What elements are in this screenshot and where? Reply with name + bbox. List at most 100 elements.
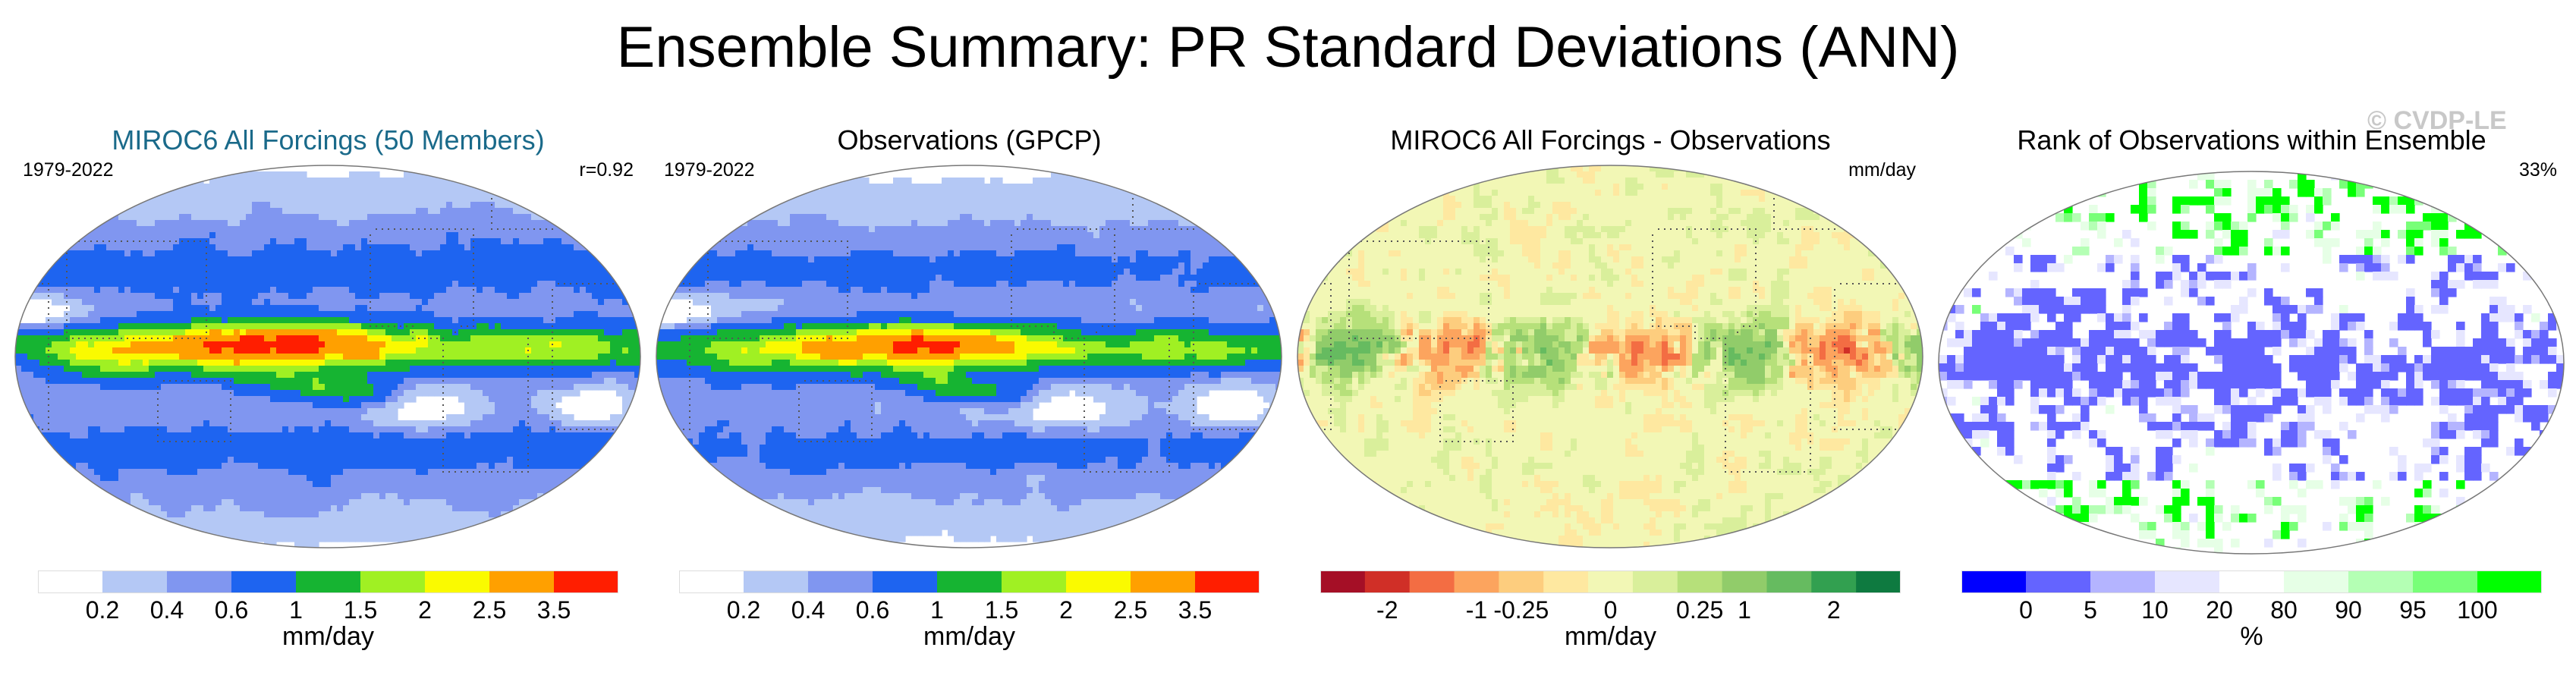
map-cell bbox=[464, 262, 471, 269]
map-cell bbox=[410, 305, 417, 312]
map-cell bbox=[234, 178, 241, 184]
map-cell bbox=[355, 426, 362, 433]
map-cell bbox=[543, 184, 550, 190]
map-cell bbox=[398, 244, 404, 251]
map-cell bbox=[574, 323, 580, 330]
map-cell bbox=[543, 281, 550, 288]
map-cell bbox=[507, 287, 514, 294]
map-cell bbox=[215, 384, 222, 391]
map-cell bbox=[434, 457, 441, 464]
map-cell bbox=[39, 287, 46, 294]
map-cell bbox=[106, 420, 113, 427]
map-cell bbox=[246, 469, 253, 476]
map-cell bbox=[240, 317, 247, 324]
map-cell bbox=[355, 208, 362, 215]
map-cell bbox=[628, 372, 635, 379]
map-cell bbox=[568, 287, 574, 294]
map-cell bbox=[313, 366, 319, 372]
map-cell bbox=[222, 390, 228, 397]
map-cell bbox=[477, 299, 483, 306]
map-cell bbox=[209, 372, 216, 379]
map-cell bbox=[39, 347, 46, 354]
map-cell bbox=[592, 420, 599, 427]
map-cell bbox=[294, 311, 301, 318]
map-cell bbox=[574, 196, 580, 203]
map-cell bbox=[416, 426, 423, 433]
map-cell bbox=[82, 402, 89, 409]
map-cell bbox=[76, 445, 83, 451]
map-cell bbox=[331, 414, 338, 421]
map-cell bbox=[76, 372, 83, 379]
map-cell bbox=[246, 262, 253, 269]
map-cell bbox=[228, 451, 234, 457]
map-cell bbox=[537, 323, 544, 330]
map-cell bbox=[568, 384, 574, 391]
map-cell bbox=[385, 196, 392, 203]
map-field bbox=[15, 171, 640, 548]
map-cell bbox=[367, 384, 374, 391]
map-cell bbox=[343, 384, 350, 391]
map-cell bbox=[574, 184, 580, 190]
map-cell bbox=[343, 463, 350, 470]
map-cell bbox=[422, 178, 429, 184]
map-cell bbox=[222, 202, 228, 209]
map-cell bbox=[222, 329, 228, 336]
map-cell bbox=[398, 402, 404, 409]
map-cell bbox=[343, 341, 350, 348]
map-cell bbox=[501, 457, 508, 464]
map-cell bbox=[379, 208, 386, 215]
map-cell bbox=[549, 281, 556, 288]
map-cell bbox=[385, 451, 392, 457]
map-cell bbox=[489, 384, 495, 391]
map-cell bbox=[222, 299, 228, 306]
map-cell bbox=[422, 220, 429, 227]
map-cell bbox=[215, 360, 222, 366]
map-cell bbox=[507, 420, 514, 427]
map-cell bbox=[234, 208, 241, 215]
map-cell bbox=[52, 293, 58, 300]
map-cell bbox=[88, 451, 95, 457]
map-cell bbox=[118, 451, 125, 457]
map-cell bbox=[294, 432, 301, 439]
map-cell bbox=[82, 275, 89, 281]
map-cell bbox=[361, 287, 368, 294]
map-cell bbox=[173, 347, 180, 354]
map-cell bbox=[367, 457, 374, 464]
map-cell bbox=[531, 426, 538, 433]
map-cell bbox=[143, 293, 149, 300]
map-cell bbox=[234, 420, 241, 427]
map-cell bbox=[222, 360, 228, 366]
map-cell bbox=[452, 269, 459, 275]
map-cell bbox=[270, 384, 277, 391]
map-cell bbox=[385, 341, 392, 348]
map-cell bbox=[234, 402, 241, 409]
map-cell bbox=[215, 305, 222, 312]
map-cell bbox=[343, 347, 350, 354]
map-cell bbox=[555, 208, 562, 215]
map-cell bbox=[179, 269, 186, 275]
map-cell bbox=[392, 244, 398, 251]
map-cell bbox=[404, 190, 410, 196]
map-cell bbox=[561, 341, 568, 348]
map-cell bbox=[555, 196, 562, 203]
map-cell bbox=[64, 384, 71, 391]
map-cell bbox=[483, 432, 489, 439]
map-cell bbox=[331, 178, 338, 184]
map-cell bbox=[513, 244, 520, 251]
map-cell bbox=[616, 214, 623, 221]
map-cell bbox=[501, 390, 508, 397]
map-cell bbox=[112, 372, 119, 379]
map-cell bbox=[149, 360, 156, 366]
map-cell bbox=[88, 408, 95, 415]
map-cell bbox=[39, 372, 46, 379]
map-cell bbox=[379, 341, 386, 348]
map-cell bbox=[531, 171, 538, 178]
map-cell bbox=[555, 432, 562, 439]
map-cell bbox=[203, 420, 210, 427]
map-cell bbox=[276, 275, 283, 281]
map-cell bbox=[483, 323, 489, 330]
map-cell bbox=[124, 214, 131, 221]
map-cell bbox=[398, 256, 404, 263]
map-cell bbox=[234, 378, 241, 385]
map-cell bbox=[264, 287, 271, 294]
